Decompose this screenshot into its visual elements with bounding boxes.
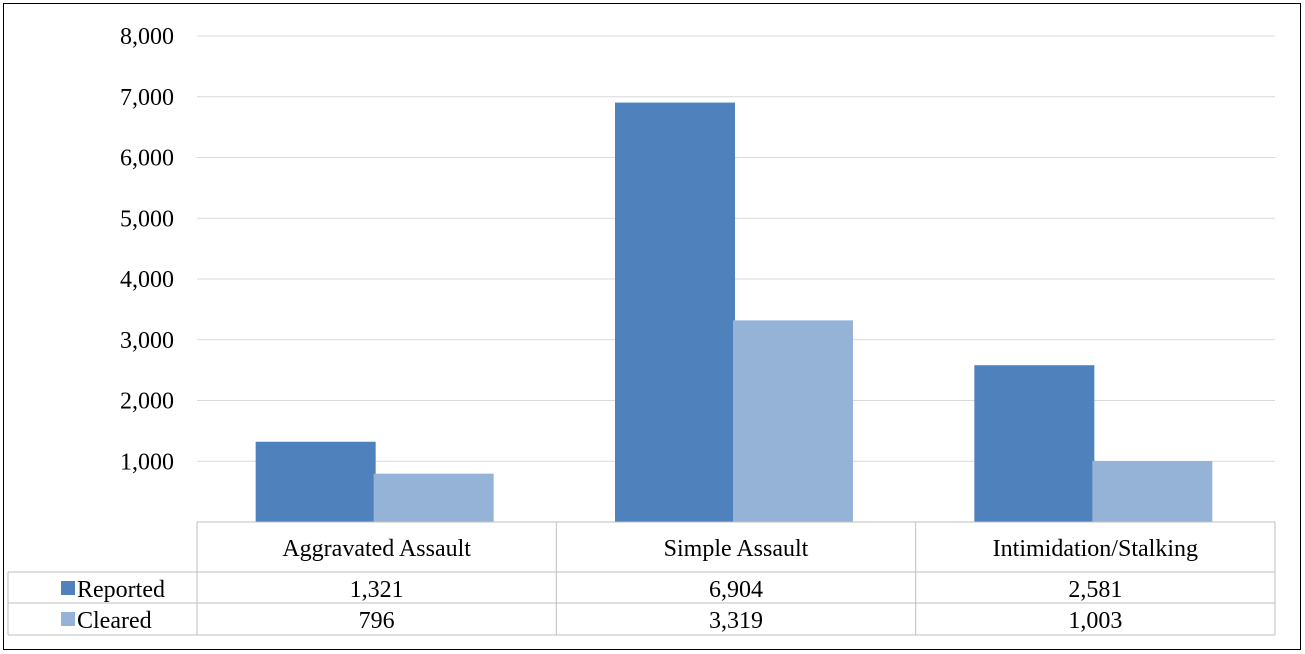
bar-cleared bbox=[1092, 461, 1213, 522]
table-cell-value: 3,319 bbox=[709, 608, 763, 634]
legend-key-reported bbox=[61, 581, 75, 595]
y-tick-label: 8,000 bbox=[120, 24, 174, 50]
table-cell-value: 1,003 bbox=[1068, 608, 1122, 634]
series-name: Cleared bbox=[77, 608, 152, 634]
table-cell-value: 796 bbox=[359, 608, 395, 634]
category-label: Simple Assault bbox=[664, 536, 809, 562]
bar-reported bbox=[255, 441, 376, 522]
y-tick-label: 4,000 bbox=[120, 267, 174, 293]
bar-reported bbox=[974, 365, 1095, 522]
y-tick-label: 6,000 bbox=[120, 146, 174, 172]
table-cell-value: 1,321 bbox=[350, 577, 404, 603]
bar-cleared bbox=[373, 473, 494, 522]
y-tick-label: 3,000 bbox=[120, 328, 174, 354]
y-tick-label: 1,000 bbox=[120, 449, 174, 475]
bar-reported bbox=[615, 102, 735, 522]
bar-chart: 1,000 2,000 3,000 4,000 5,000 6,000 7,000 8,000… bbox=[7, 24, 1276, 636]
table-cell-value: 6,904 bbox=[709, 577, 763, 603]
category-label: Aggravated Assault bbox=[282, 536, 471, 562]
bar-cleared bbox=[733, 320, 853, 522]
y-tick-label: 7,000 bbox=[120, 85, 174, 111]
chart-frame: 1,000 2,000 3,000 4,000 5,000 6,000 7,000 8,000… bbox=[3, 3, 1301, 650]
category-label: Intimidation/Stalking bbox=[993, 536, 1198, 562]
table-cell-value: 2,581 bbox=[1068, 577, 1122, 603]
series-name: Reported bbox=[77, 577, 165, 603]
y-tick-label: 5,000 bbox=[120, 206, 174, 232]
y-tick-label: 2,000 bbox=[120, 389, 174, 415]
legend-key-cleared bbox=[61, 612, 75, 626]
